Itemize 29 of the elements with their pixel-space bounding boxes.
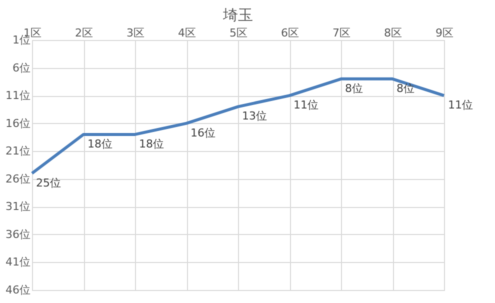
data-label: 11位 <box>294 98 318 112</box>
data-label: 25位 <box>36 176 61 190</box>
data-label: 16位 <box>190 126 216 140</box>
chart-title: 埼玉 <box>222 6 253 24</box>
y-tick-label: 41位 <box>6 256 30 269</box>
data-label: 18位 <box>88 137 112 150</box>
data-label: 8位 <box>396 82 414 95</box>
data-label: 13位 <box>242 110 267 123</box>
y-tick-label: 11位 <box>6 89 30 102</box>
y-tick-label: 26位 <box>6 172 30 186</box>
y-tick-label: 1位 <box>12 34 30 46</box>
y-tick-label: 16位 <box>6 116 30 130</box>
x-tick-label: 7区 <box>332 26 350 40</box>
y-tick-label: 46位 <box>6 284 30 296</box>
x-tick-label: 6区 <box>281 26 299 40</box>
x-tick-label: 4区 <box>178 26 196 40</box>
x-tick-label: 9区 <box>436 26 454 40</box>
y-tick-label: 36位 <box>6 228 30 241</box>
y-tick-label: 31位 <box>6 200 30 214</box>
data-label: 11位 <box>448 98 473 112</box>
line-series <box>30 77 446 175</box>
x-tick-label: 2区 <box>75 26 93 40</box>
x-tick-label: 3区 <box>126 26 144 40</box>
data-label: 18位 <box>139 137 164 150</box>
x-tick-label: 8区 <box>384 26 402 40</box>
x-tick-label: 5区 <box>230 26 248 40</box>
y-tick-label: 6位 <box>12 61 30 74</box>
data-label: 8位 <box>345 82 363 95</box>
y-tick-label: 21位 <box>6 144 30 158</box>
